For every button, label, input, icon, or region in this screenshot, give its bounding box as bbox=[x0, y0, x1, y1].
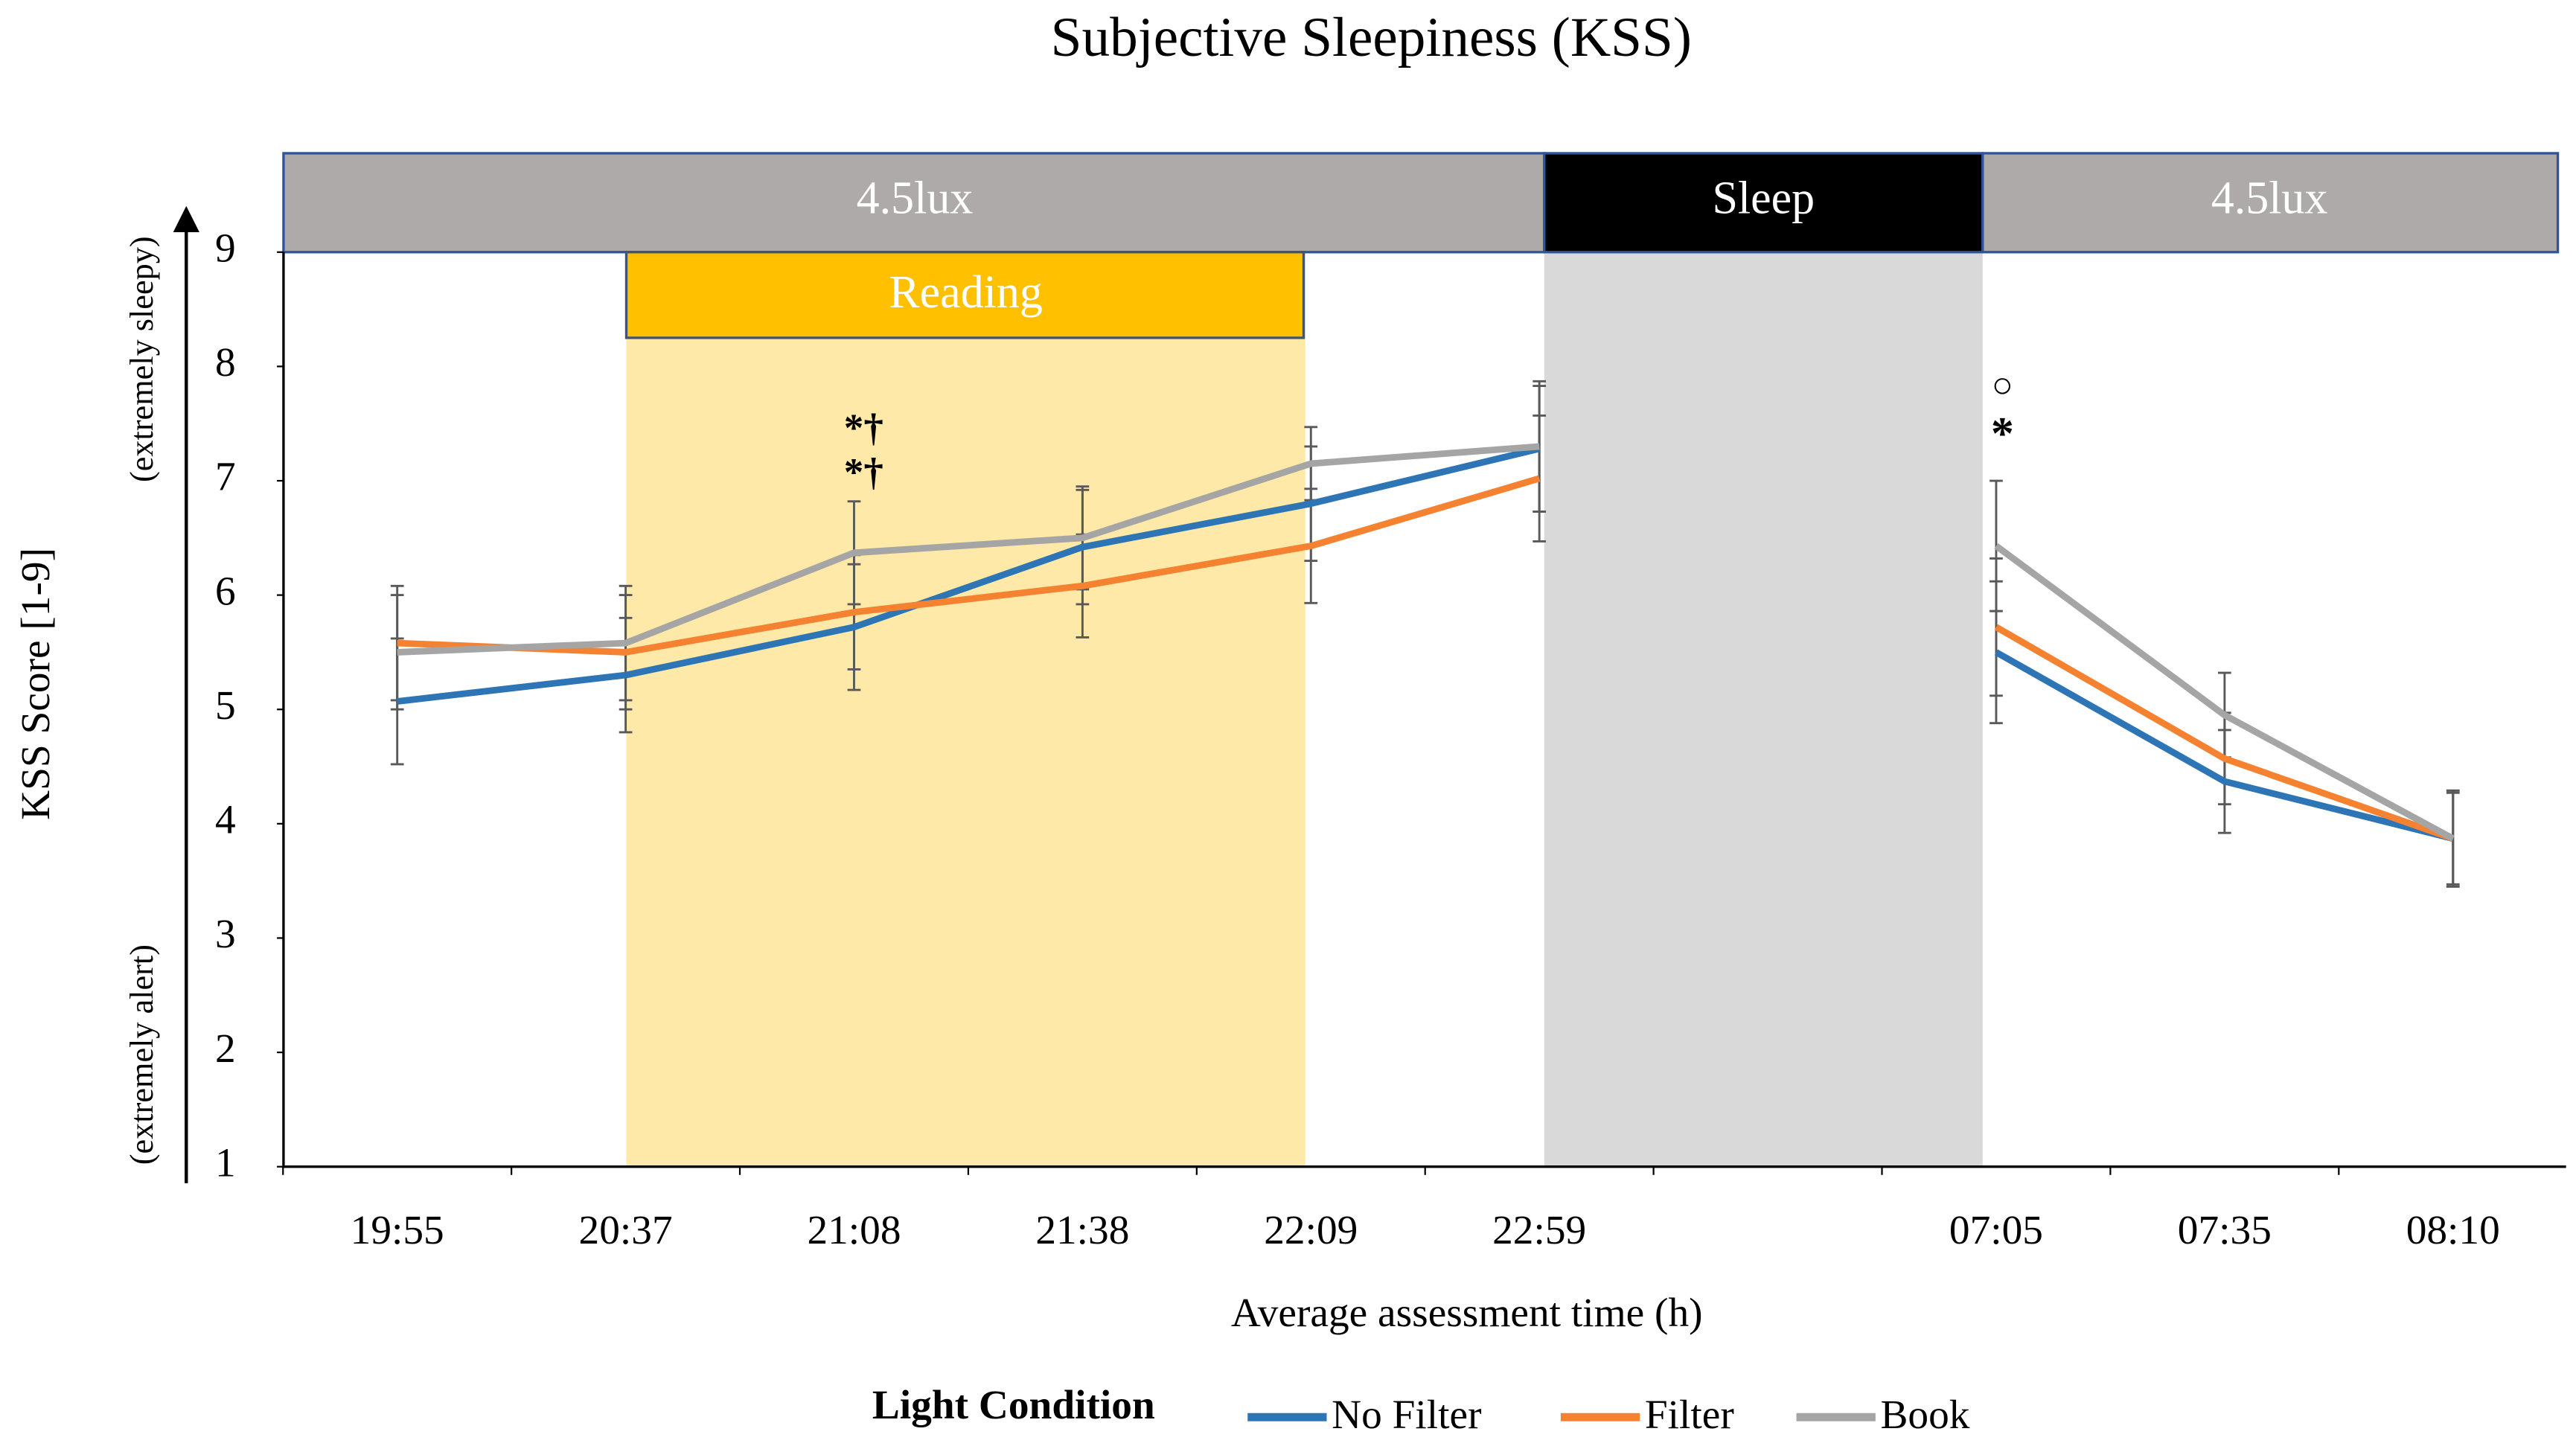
reading-band bbox=[626, 252, 1305, 1167]
phase-box bbox=[1981, 152, 2560, 254]
x-tick-label: 21:38 bbox=[1035, 1207, 1129, 1253]
y-tick-label: 6 bbox=[215, 568, 236, 613]
legend-title: Light Condition bbox=[872, 1382, 1155, 1427]
sleep-band bbox=[1544, 252, 1983, 1167]
phase-label: Sleep bbox=[1712, 173, 1815, 224]
reading-box bbox=[624, 251, 1305, 339]
legend-label: No Filter bbox=[1332, 1392, 1481, 1437]
y-tick-label: 2 bbox=[215, 1026, 236, 1071]
series-line bbox=[397, 475, 2455, 842]
y-tick-label: 5 bbox=[215, 682, 236, 728]
y-tick-label: 7 bbox=[215, 454, 236, 499]
x-tick-label: 07:05 bbox=[1949, 1207, 2043, 1253]
phase-label: 4.5lux bbox=[857, 173, 974, 224]
reading-label: Reading bbox=[889, 267, 1043, 318]
phase-box bbox=[1543, 152, 1984, 254]
series-line bbox=[397, 443, 2455, 842]
y-tick-label: 8 bbox=[215, 339, 236, 385]
y-tick-label: 4 bbox=[215, 797, 236, 842]
x-tick-label: 19:55 bbox=[351, 1207, 444, 1253]
y-note: (extremely sleepy) bbox=[124, 236, 160, 482]
phase-box bbox=[282, 152, 1546, 254]
chart-title: Subjective Sleepiness (KSS) bbox=[1051, 7, 1692, 68]
annotation: *† bbox=[844, 406, 883, 450]
x-tick-label: 08:10 bbox=[2406, 1207, 2500, 1253]
x-axis-title: Average assessment time (h) bbox=[1231, 1290, 1703, 1335]
phase-label: 4.5lux bbox=[2211, 173, 2328, 224]
x-tick-label: 21:08 bbox=[807, 1207, 901, 1253]
annotation: * bbox=[1991, 409, 2014, 459]
y-tick-label: 9 bbox=[215, 225, 236, 270]
y-tick-label: 3 bbox=[215, 911, 236, 956]
y-axis-title: KSS Score [1-9] bbox=[13, 548, 58, 820]
y-tick-label: 1 bbox=[215, 1139, 236, 1185]
series-line bbox=[397, 445, 2454, 842]
x-tick-label: 22:59 bbox=[1492, 1207, 1586, 1253]
x-tick-label: 22:09 bbox=[1264, 1207, 1358, 1253]
error-bar bbox=[1989, 479, 2003, 612]
x-tick-label: 07:35 bbox=[2178, 1207, 2272, 1253]
x-tick-label: 20:37 bbox=[579, 1207, 673, 1253]
legend-label: Filter bbox=[1645, 1392, 1734, 1437]
annotation: ○ bbox=[1992, 365, 2013, 406]
legend-label: Book bbox=[1881, 1392, 1970, 1437]
y-note: (extremely alert) bbox=[124, 944, 160, 1165]
annotation: *† bbox=[844, 451, 883, 494]
